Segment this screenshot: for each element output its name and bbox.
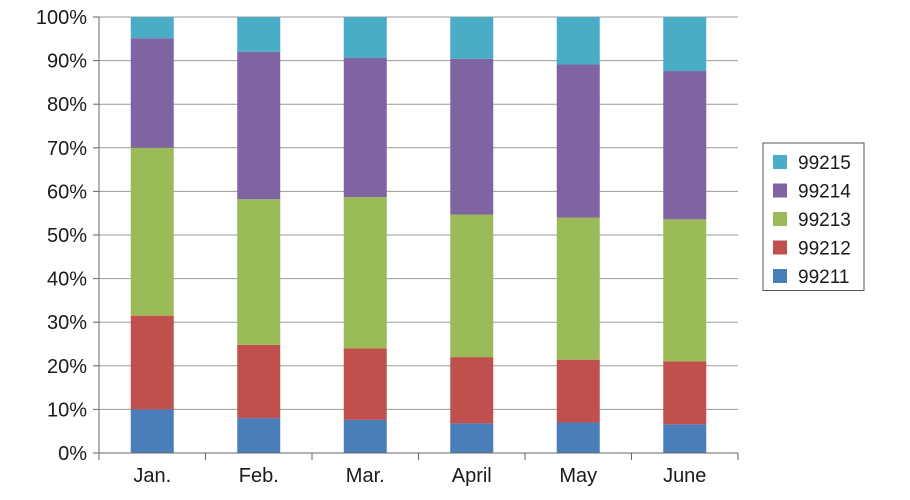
bar-segment-99215: [237, 17, 281, 52]
y-tick-label: 70%: [47, 138, 87, 160]
legend-label-99211: 99211: [798, 267, 849, 288]
x-tick-label: May: [559, 465, 597, 487]
bar-segment-99212: [556, 359, 600, 423]
bar-segment-99215: [130, 17, 174, 39]
bar-segment-99211: [450, 423, 494, 453]
bar-segment-99214: [556, 64, 600, 218]
axes: [93, 16, 739, 460]
legend-swatch-99213: [773, 212, 787, 226]
bar-segment-99214: [450, 58, 494, 215]
bar-segment-99215: [450, 17, 494, 59]
x-tick-label: Mar.: [346, 465, 385, 487]
gridlines: [99, 16, 738, 410]
legend-swatch-99212: [773, 240, 787, 255]
tick-labels: 0% 10% 20% 30% 40% 50% 60% 70% 80% 90% 100% Jan. Feb…: [36, 7, 707, 487]
bar-segment-99213: [130, 147, 174, 316]
legend-label-99215: 99215: [798, 153, 851, 174]
bar-segment-99213: [237, 199, 281, 345]
bar-segment-99212: [343, 348, 387, 420]
legend-swatch-99211: [773, 269, 787, 283]
y-tick-label: 0%: [58, 443, 87, 465]
bar-segment-99211: [130, 409, 174, 453]
legend-swatch-99215: [773, 155, 787, 169]
bar-segment-99214: [237, 51, 281, 200]
y-tick-label: 50%: [47, 225, 87, 247]
bar-segment-99211: [663, 424, 707, 453]
bars: [130, 17, 707, 453]
bar-segment-99213: [556, 217, 600, 360]
legend-swatch-99214: [773, 183, 787, 198]
y-tick-label: 80%: [47, 94, 87, 116]
bar-segment-99212: [237, 344, 281, 419]
y-tick-label: 60%: [47, 181, 87, 203]
bar-segment-99211: [343, 419, 387, 453]
x-tick-label: June: [663, 465, 706, 487]
legend-label-99214: 99214: [798, 182, 851, 203]
legend-label-99213: 99213: [798, 210, 851, 231]
bar-segment-99215: [663, 17, 707, 72]
bar-segment-99212: [130, 315, 174, 410]
bar-segment-99214: [343, 57, 387, 198]
y-tick-label: 100%: [36, 7, 87, 29]
y-tick-label: 90%: [47, 51, 87, 73]
bar-segment-99211: [556, 422, 600, 453]
bar-segment-99214: [663, 71, 707, 220]
legend-label-99212: 99212: [798, 239, 851, 260]
x-tick-label: Jan.: [133, 465, 171, 487]
y-tick-label: 30%: [47, 312, 87, 334]
bar-segment-99213: [343, 197, 387, 349]
bar-segment-99215: [343, 17, 387, 58]
bar-segment-99211: [237, 418, 281, 453]
y-tick-label: 40%: [47, 269, 87, 291]
bar-segment-99213: [663, 219, 707, 362]
y-tick-label: 20%: [47, 356, 87, 378]
bar-segment-99213: [450, 214, 494, 358]
bar-segment-99214: [130, 38, 174, 148]
bar-segment-99215: [556, 17, 600, 65]
bar-segment-99212: [663, 361, 707, 425]
x-tick-label: Feb.: [239, 465, 279, 487]
legend: 99215 99214 99213 99212 99211: [762, 142, 865, 291]
x-tick-label: April: [452, 465, 492, 487]
bar-segment-99212: [450, 357, 494, 424]
y-tick-label: 10%: [47, 399, 87, 421]
